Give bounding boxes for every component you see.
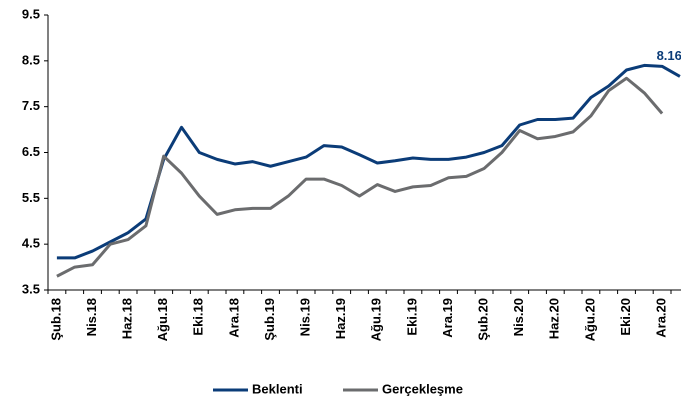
x-tick-label: Ara.20 [654,298,669,338]
x-tick-label: Haz.20 [547,298,562,339]
x-tick-label: Nis.20 [511,298,526,336]
legend-label: Gerçekleşme [382,381,463,396]
x-tick-label: Şub.18 [48,298,63,341]
x-tick-label: Haz.18 [120,298,135,339]
line-series [56,63,681,260]
y-tick-label: 6.5 [22,144,40,159]
x-tick-label: Nis.18 [84,298,99,336]
x-tick-label: Eki.20 [618,298,633,336]
y-tick-label: 8.5 [22,52,40,67]
x-tick-label: Ağu.18 [155,298,170,341]
x-tick-label: Ağu.20 [582,298,597,341]
y-tick-label: 9.5 [22,6,40,21]
x-tick-label: Haz.19 [333,298,348,339]
x-tick-label: Ağu.19 [369,298,384,341]
x-tick-label: Nis.19 [298,298,313,336]
y-tick-label: 3.5 [22,281,40,296]
y-tick-label: 7.5 [22,98,40,113]
x-tick-label: Ara.19 [440,298,455,338]
x-tick-label: Ara.18 [226,298,241,338]
legend-label: Beklenti [252,381,303,396]
x-tick-label: Şub.19 [262,298,277,341]
x-tick-label: Şub.20 [476,298,491,341]
y-tick-label: 5.5 [22,190,40,205]
line-series [56,76,664,278]
x-tick-label: Eki.19 [404,298,419,336]
data-label: 8.16 [657,48,681,63]
y-tick-label: 4.5 [22,236,40,251]
x-tick-label: Eki.18 [191,298,206,336]
